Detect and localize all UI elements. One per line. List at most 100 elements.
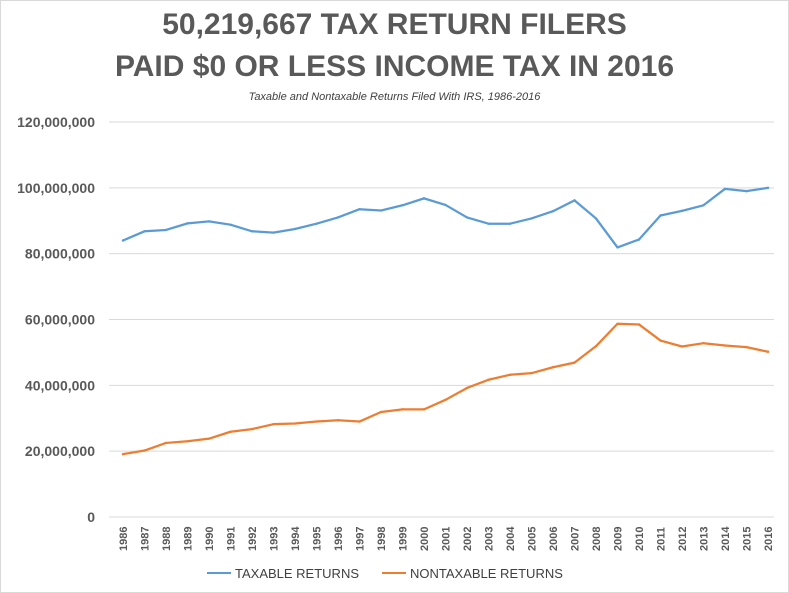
data-point-taxable (336, 216, 340, 219)
x-tick-label: 1987 (140, 527, 152, 551)
x-tick-label: 2012 (677, 527, 689, 551)
data-point-taxable (745, 189, 748, 193)
data-point-taxable (616, 246, 619, 249)
x-tick-label: 2009 (613, 527, 625, 551)
data-point-taxable (422, 197, 426, 200)
data-point-taxable (465, 216, 469, 219)
data-point-nontaxable (508, 373, 512, 376)
x-tick-label: 2004 (505, 526, 517, 551)
data-point-taxable (293, 227, 297, 231)
legend-item-nontaxable: NONTAXABLE RETURNS (382, 563, 563, 583)
data-point-taxable (594, 217, 598, 220)
data-point-nontaxable (659, 339, 662, 342)
data-point-taxable (444, 203, 447, 207)
data-point-nontaxable (379, 410, 383, 414)
data-point-taxable (573, 199, 576, 202)
data-point-taxable (680, 209, 684, 213)
x-tick-label: 1994 (290, 526, 302, 551)
y-tick-label: 20,000,000 (25, 443, 95, 459)
data-point-nontaxable (401, 408, 404, 411)
data-point-nontaxable (315, 420, 318, 423)
x-tick-label: 2005 (527, 527, 539, 551)
data-point-nontaxable (336, 419, 340, 422)
chart-subtitle: Taxable and Nontaxable Returns Filed Wit… (248, 91, 541, 103)
data-point-taxable (121, 239, 125, 242)
x-tick-label: 1988 (161, 527, 173, 551)
data-point-nontaxable (487, 378, 490, 381)
legend-label-taxable: TAXABLE RETURNS (235, 565, 360, 581)
y-tick-label: 60,000,000 (25, 312, 95, 328)
x-tick-label: 1995 (312, 527, 324, 551)
data-point-nontaxable (680, 345, 684, 348)
x-tick-label: 2015 (742, 527, 754, 551)
data-point-nontaxable (723, 344, 727, 347)
data-point-taxable (272, 231, 275, 234)
legend-label-nontaxable: NONTAXABLE RETURNS (410, 565, 563, 581)
data-point-taxable (401, 204, 404, 207)
x-tick-label: 2013 (699, 527, 711, 551)
data-point-taxable (487, 222, 490, 225)
x-tick-label: 1993 (269, 527, 281, 551)
y-tick-label: 80,000,000 (25, 246, 95, 262)
data-point-nontaxable (358, 420, 361, 423)
x-tick-label: 2008 (591, 527, 603, 551)
data-point-taxable (207, 220, 211, 223)
data-point-nontaxable (702, 342, 705, 345)
x-tick-label: 1989 (183, 527, 195, 551)
series-lines (121, 186, 770, 456)
data-point-nontaxable (465, 386, 469, 390)
data-point-nontaxable (293, 422, 297, 425)
x-tick-label: 2014 (720, 526, 732, 551)
y-tick-label: 120,000,000 (17, 114, 95, 130)
x-tick-label: 2010 (634, 527, 646, 551)
data-point-taxable (143, 230, 146, 233)
data-point-nontaxable (616, 322, 619, 325)
x-tick-label: 1991 (226, 527, 238, 551)
data-point-nontaxable (551, 366, 555, 369)
data-point-taxable (250, 230, 254, 233)
data-point-taxable (358, 208, 361, 211)
x-tick-label: 2003 (484, 527, 496, 551)
x-tick-label: 2000 (419, 527, 431, 551)
x-tick-label: 2011 (656, 527, 668, 551)
data-point-nontaxable (272, 422, 275, 426)
data-point-nontaxable (422, 408, 426, 411)
chart-title-line-2: PAID $0 OR LESS INCOME TAX IN 2016 (114, 50, 675, 83)
data-point-nontaxable (530, 371, 533, 375)
data-point-nontaxable (745, 345, 748, 349)
y-tick-label: 100,000,000 (17, 180, 95, 196)
data-point-nontaxable (164, 441, 168, 445)
x-tick-label: 2006 (548, 527, 560, 551)
legend-swatch-nontaxable (382, 572, 406, 574)
chart-title-line-1: 50,219,667 TAX RETURN FILERS (162, 8, 627, 41)
data-point-taxable (530, 217, 533, 220)
data-point-nontaxable (766, 350, 770, 353)
x-tick-label: 1998 (376, 527, 388, 551)
data-point-nontaxable (207, 437, 211, 440)
x-tick-label: 1997 (355, 527, 367, 551)
data-point-taxable (186, 222, 189, 225)
data-point-taxable (637, 238, 641, 241)
x-tick-label: 2001 (441, 527, 453, 551)
x-tick-label: 1999 (398, 527, 410, 551)
series-line-taxable (121, 186, 770, 249)
data-point-taxable (508, 222, 512, 225)
data-point-nontaxable (444, 398, 447, 402)
data-point-taxable (229, 223, 232, 226)
x-tick-label: 2007 (570, 527, 582, 551)
legend-swatch-taxable (207, 572, 231, 574)
x-tick-label: 1986 (118, 527, 130, 551)
y-tick-label: 40,000,000 (25, 377, 95, 393)
x-tick-label: 2002 (462, 527, 474, 551)
x-tick-label: 1992 (247, 527, 259, 551)
x-tick-label: 1990 (204, 527, 216, 551)
data-point-taxable (551, 210, 555, 213)
x-tick-label: 2016 (763, 527, 775, 551)
data-point-nontaxable (594, 344, 598, 348)
data-point-taxable (766, 186, 770, 190)
data-point-nontaxable (250, 427, 254, 431)
data-point-nontaxable (637, 323, 641, 326)
data-point-taxable (164, 228, 168, 232)
